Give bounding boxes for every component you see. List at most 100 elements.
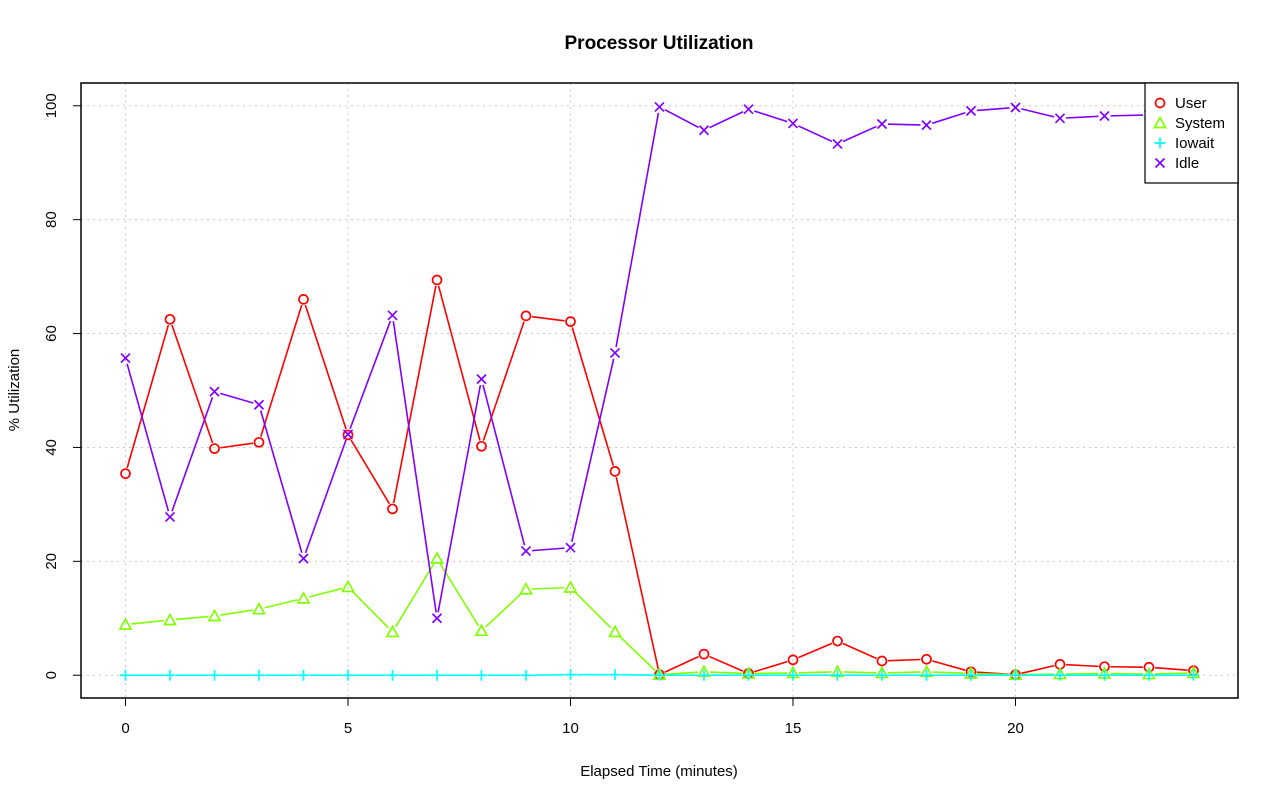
iowait-point (120, 669, 131, 681)
system-line-segment (220, 609, 254, 616)
idle-point (921, 120, 932, 131)
iowait-point (476, 669, 487, 681)
idle-line-segment (1065, 115, 1099, 119)
iowait-point (876, 669, 888, 681)
iowait-point (609, 669, 621, 681)
legend-marker-user (1154, 97, 1166, 109)
idle-point (120, 352, 131, 364)
legend-label-user: User (1175, 95, 1207, 112)
user-line-segment (754, 660, 788, 673)
user-point (787, 654, 799, 666)
system-line-segment (1154, 672, 1188, 675)
idle-point (387, 310, 398, 321)
idle-line-segment (126, 363, 170, 512)
legend-marker-system (1153, 115, 1167, 129)
idle-point (431, 613, 443, 624)
idle-line-segment (976, 107, 1010, 112)
system-point (608, 624, 622, 638)
idle-line-segment (664, 108, 700, 129)
idle-line-segment (1110, 114, 1144, 117)
idle-point (565, 542, 576, 553)
user-point (431, 274, 443, 286)
idle-line-segment (531, 547, 565, 552)
iowait-point (1143, 669, 1155, 681)
idle-point (698, 125, 710, 136)
legend-label-idle: Idle (1175, 155, 1199, 172)
iowait-point (298, 669, 309, 681)
idle-point (298, 553, 309, 564)
system-point (118, 617, 133, 630)
idle-point (965, 105, 977, 117)
user-point (609, 466, 621, 477)
series-user (120, 274, 1199, 681)
idle-line-segment (753, 110, 788, 123)
iowait-point (965, 669, 977, 681)
user-line-segment (709, 655, 744, 672)
user-point (565, 316, 576, 327)
user-point (342, 429, 354, 441)
system-point (385, 624, 400, 638)
y-tick-label: 40 (43, 439, 60, 456)
idle-point (1054, 113, 1066, 124)
iowait-point (698, 669, 710, 681)
user-line-segment (260, 304, 303, 437)
system-point (563, 580, 578, 593)
user-point (476, 440, 487, 452)
x-tick-label: 15 (785, 720, 802, 737)
idle-point (832, 138, 843, 150)
system-line-segment (574, 591, 612, 629)
idle-line-segment (887, 123, 921, 126)
system-line-segment (394, 563, 435, 628)
system-line-segment (264, 598, 298, 609)
iowait-point (209, 669, 220, 681)
y-tick-label: 0 (43, 671, 60, 679)
user-line-segment (437, 285, 481, 441)
user-point (298, 294, 309, 305)
user-point (164, 313, 176, 325)
iowait-point (253, 669, 265, 681)
system-point (474, 623, 489, 637)
data-series (118, 101, 1201, 681)
iowait-point (787, 669, 799, 681)
x-tick-label: 20 (1007, 720, 1024, 737)
iowait-point (1099, 669, 1110, 681)
user-line-segment (615, 477, 659, 669)
legend: User System Iowait Idle (1144, 82, 1239, 184)
iowait-point (164, 669, 176, 681)
iowait-point (832, 669, 843, 681)
user-line-segment (1021, 664, 1055, 675)
user-point (120, 468, 131, 479)
legend-label-system: System (1175, 115, 1225, 132)
idle-point (342, 429, 354, 440)
idle-line-segment (571, 358, 615, 542)
plot-frame (80, 82, 1239, 699)
user-point (921, 653, 932, 665)
iowait-point (921, 669, 932, 681)
system-line-segment (618, 635, 656, 672)
iowait-point (387, 669, 398, 681)
user-point (876, 655, 888, 667)
system-point (341, 579, 355, 593)
idle-line-segment (842, 125, 877, 143)
user-line-segment (220, 442, 254, 449)
user-point (832, 635, 843, 647)
legend-marker-idle (1154, 157, 1166, 169)
idle-point (520, 545, 532, 557)
series-iowait (120, 669, 1199, 681)
idle-point (1010, 102, 1021, 113)
idle-line-segment (392, 321, 437, 613)
system-line-segment (131, 619, 165, 625)
idle-line-segment (709, 111, 744, 129)
system-point (519, 581, 533, 595)
system-line-segment (531, 586, 565, 590)
system-line-segment (351, 590, 389, 629)
user-line-segment (482, 321, 525, 441)
series-idle (120, 101, 1199, 624)
user-line-segment (887, 658, 921, 662)
idle-point (164, 511, 176, 523)
x-tick-label: 0 (121, 720, 129, 737)
x-tick-label: 5 (344, 720, 352, 737)
idle-point (654, 101, 665, 113)
idle-line-segment (171, 397, 214, 512)
legend-box (1144, 82, 1239, 184)
